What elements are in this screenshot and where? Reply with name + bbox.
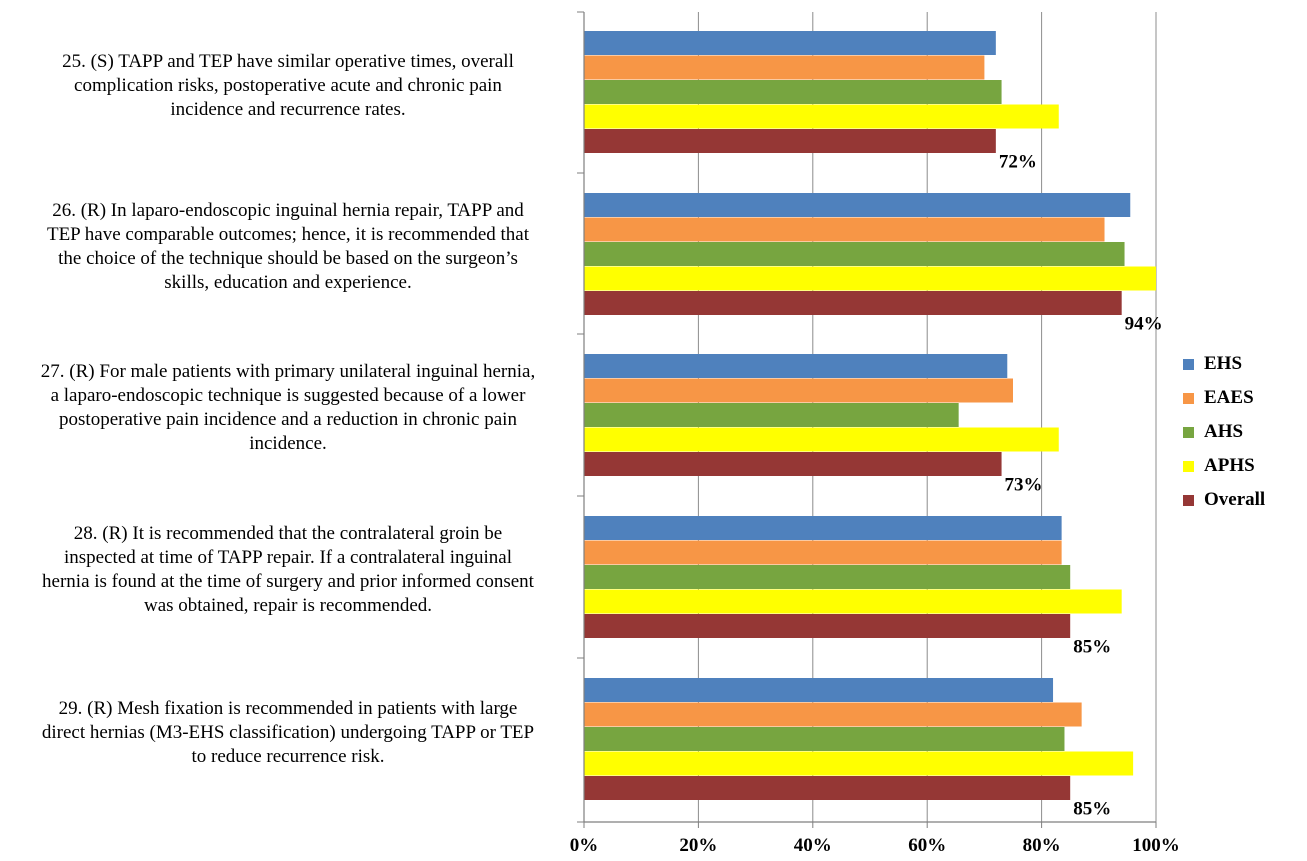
bar-ehs-4 [584, 516, 1062, 540]
legend: EHS EAES AHS APHS Overall [1183, 347, 1265, 517]
data-label: 94% [1125, 314, 1163, 335]
category-label: 25. (S) TAPP and TEP have similar operat… [8, 50, 568, 122]
category-label-line: a laparo-endoscopic technique is suggest… [50, 385, 526, 406]
bar-overall-3 [584, 452, 1002, 476]
data-label: 85% [1073, 799, 1111, 820]
bar-eaes-5 [584, 702, 1082, 727]
category-label-line: complication risks, postoperative acute … [74, 74, 502, 96]
bar-eaes-2 [584, 217, 1105, 242]
data-label: 85% [1073, 637, 1111, 658]
category-label-line: incidence. [249, 433, 327, 454]
bar-ehs-2 [584, 193, 1131, 217]
x-tick-label: 0% [570, 835, 599, 856]
legend-swatch [1183, 494, 1194, 506]
legend-label: EAES [1204, 387, 1254, 408]
bar-aphs-3 [584, 427, 1059, 452]
x-tick-label: 100% [1132, 835, 1180, 856]
category-label-line: the choice of the technique should be ba… [58, 247, 518, 269]
category-label-line: TEP have comparable outcomes; hence, it … [46, 223, 530, 245]
bar-overall-1 [584, 129, 996, 153]
category-label-line: postoperative pain incidence and a reduc… [59, 409, 517, 430]
category-label-line: was obtained, repair is recommended. [143, 595, 433, 616]
bar-aphs-2 [584, 266, 1156, 291]
legend-item: EAES [1183, 381, 1265, 415]
category-label-line: incidence and recurrence rates. [170, 98, 406, 120]
category-label-line: 28. (R) It is recommended that the contr… [73, 523, 503, 544]
bar-ehs-3 [584, 354, 1008, 378]
bar-ahs-1 [584, 80, 1002, 104]
category-label-line: direct hernias (M3-EHS classification) u… [41, 722, 535, 743]
legend-label: APHS [1204, 455, 1255, 476]
category-label-line: 27. (R) For male patients with primary u… [40, 361, 536, 382]
bar-ahs-3 [584, 403, 959, 427]
bar-ehs-1 [584, 31, 996, 55]
bar-aphs-4 [584, 589, 1122, 614]
legend-item: EHS [1183, 347, 1265, 381]
category-label-line: 26. (R) In laparo-endoscopic inguinal he… [52, 199, 524, 221]
legend-swatch [1183, 358, 1194, 370]
x-tick-label: 60% [908, 835, 946, 856]
category-label-line: hernia is found at the time of surgery a… [42, 571, 534, 592]
category-label-line: 29. (R) Mesh fixation is recommended in … [58, 698, 518, 719]
legend-label: Overall [1204, 489, 1266, 510]
category-label-line: 25. (S) TAPP and TEP have similar operat… [62, 50, 514, 72]
bar-overall-4 [584, 614, 1071, 638]
legend-label: EHS [1204, 353, 1243, 374]
bar-aphs-5 [584, 751, 1134, 776]
legend-item: AHS [1183, 415, 1265, 449]
category-label-line: inspected at time of TAPP repair. If a c… [64, 547, 512, 568]
x-tick-label: 20% [679, 835, 717, 856]
bar-overall-2 [584, 291, 1122, 315]
bar-ahs-2 [584, 242, 1125, 266]
bar-ahs-4 [584, 565, 1071, 589]
legend-item: Overall [1183, 483, 1265, 517]
category-label-line: to reduce recurrence risk. [191, 746, 385, 767]
data-label: 72% [999, 152, 1037, 173]
bar-aphs-1 [584, 104, 1059, 129]
legend-label: AHS [1204, 421, 1244, 442]
legend-item: APHS [1183, 449, 1265, 483]
category-label: 29. (R) Mesh fixation is recommended in … [8, 697, 568, 769]
bar-ahs-5 [584, 727, 1065, 751]
x-tick-label: 80% [1023, 835, 1061, 856]
legend-swatch [1183, 392, 1194, 404]
legend-swatch [1183, 460, 1194, 472]
data-label: 73% [1005, 475, 1043, 496]
legend-swatch [1183, 426, 1194, 438]
category-label: 28. (R) It is recommended that the contr… [8, 522, 568, 618]
bar-ehs-5 [584, 678, 1054, 702]
bar-overall-5 [584, 776, 1071, 800]
bar-eaes-4 [584, 540, 1062, 565]
category-label-line: skills, education and experience. [164, 271, 412, 293]
bar-eaes-1 [584, 55, 985, 80]
x-tick-label: 40% [794, 835, 832, 856]
category-label: 27. (R) For male patients with primary u… [8, 360, 568, 456]
category-label: 26. (R) In laparo-endoscopic inguinal he… [8, 199, 568, 295]
bar-eaes-3 [584, 378, 1013, 403]
